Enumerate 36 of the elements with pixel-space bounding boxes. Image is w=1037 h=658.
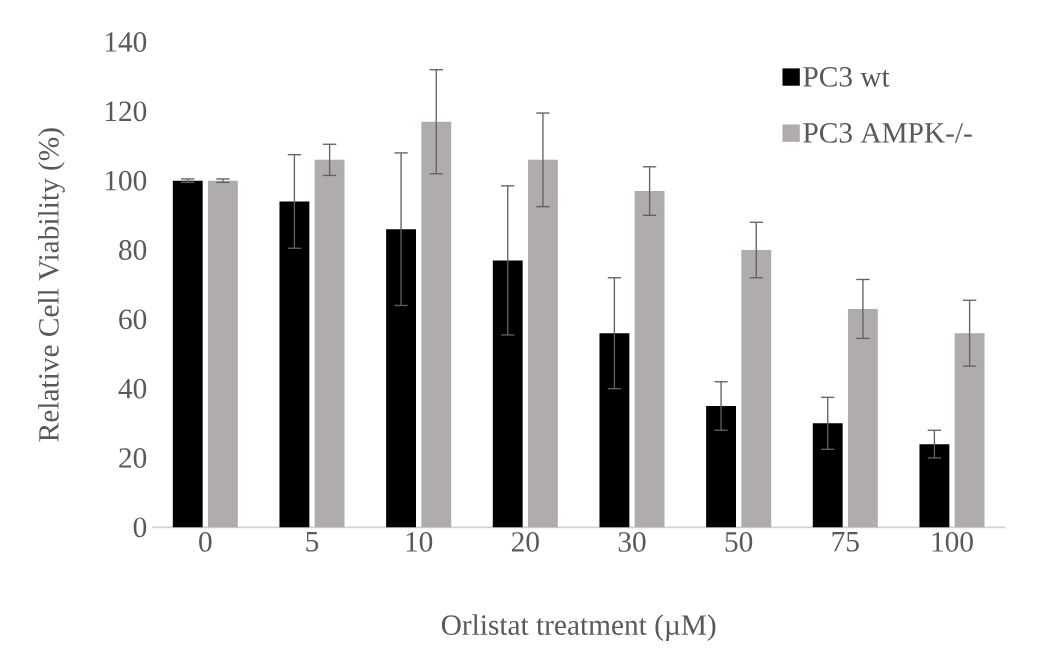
y-axis-title: Relative Cell Viability (%) xyxy=(38,128,65,442)
bar xyxy=(599,333,630,528)
legend-label: PC3 AMPK-/- xyxy=(803,123,972,143)
x-axis-title: Orlistat treatment (µM) xyxy=(441,614,716,641)
y-tick-label: 80 xyxy=(119,240,147,260)
bar xyxy=(208,180,238,528)
bar xyxy=(954,333,985,528)
y-tick-label: 140 xyxy=(105,32,147,52)
legend-label: PC3 wt xyxy=(803,67,890,87)
bar xyxy=(848,308,878,528)
y-tick-label: 0 xyxy=(133,517,147,538)
x-tick-label: 30 xyxy=(618,532,646,552)
bar xyxy=(741,250,772,528)
bar xyxy=(314,159,345,528)
bar xyxy=(172,180,203,528)
x-tick-label: 100 xyxy=(932,532,973,552)
y-tick-label: 20 xyxy=(119,448,147,468)
bar xyxy=(528,159,558,528)
bar xyxy=(706,406,736,528)
bar xyxy=(279,201,310,528)
bar xyxy=(919,444,950,528)
bar xyxy=(421,121,452,528)
x-tick-label: 20 xyxy=(511,532,539,552)
y-tick-label: 120 xyxy=(105,101,147,122)
bar xyxy=(812,423,843,528)
x-tick-label: 10 xyxy=(406,532,433,552)
bar xyxy=(386,229,416,528)
bar xyxy=(492,260,523,528)
x-tick-label: 75 xyxy=(832,532,859,552)
y-tick-label: 40 xyxy=(118,378,147,399)
x-tick-label: 0 xyxy=(199,532,212,552)
y-tick-label: 60 xyxy=(119,309,147,330)
x-tick-label: 5 xyxy=(306,532,319,552)
y-tick-label: 100 xyxy=(105,170,147,191)
bar xyxy=(634,191,665,528)
x-tick-label: 50 xyxy=(725,532,753,552)
